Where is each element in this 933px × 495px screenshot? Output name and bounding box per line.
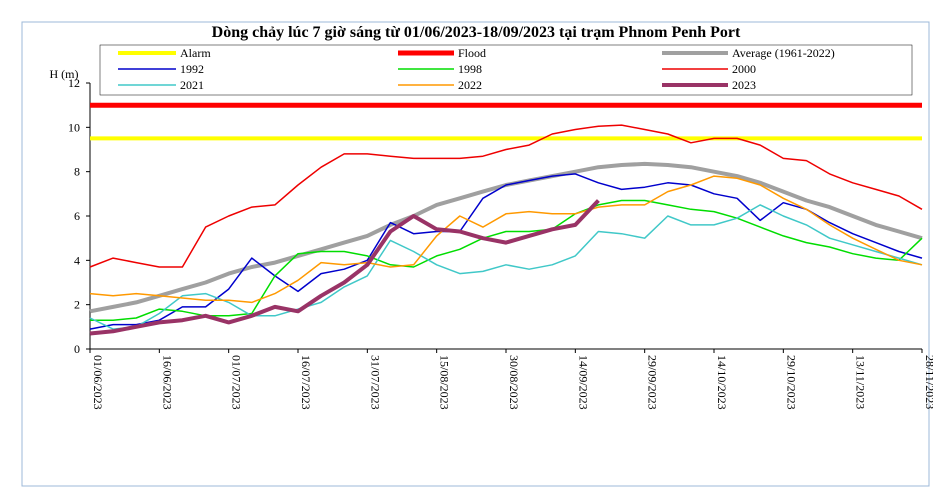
y-tick-label: 8 [74, 165, 80, 179]
y-tick-label: 6 [74, 209, 80, 223]
x-tick-label: 13/11/2023 [854, 355, 868, 409]
legend-label: Flood [458, 46, 486, 60]
legend-label: 2021 [180, 78, 204, 92]
x-tick-label: 15/08/2023 [438, 355, 452, 410]
x-tick-label: 01/07/2023 [230, 355, 244, 410]
x-tick-label: 31/07/2023 [368, 355, 382, 410]
legend-label: Alarm [180, 46, 211, 60]
legend-label: 2000 [732, 62, 756, 76]
series-line [89, 199, 600, 336]
x-tick-label: 01/06/2023 [91, 355, 105, 410]
series-line [89, 173, 923, 330]
legend-label: 1992 [180, 62, 204, 76]
series-line [89, 175, 923, 304]
series-line [90, 199, 923, 321]
x-tick-label: 16/06/2023 [160, 355, 174, 410]
series-line [89, 204, 923, 330]
legend-label: Average (1961-2022) [732, 46, 835, 60]
legend-label: 2022 [458, 78, 482, 92]
x-tick-label: 14/10/2023 [715, 355, 729, 410]
x-tick-label: 29/09/2023 [646, 355, 660, 410]
legend-label: 2023 [732, 78, 756, 92]
y-tick-label: 10 [68, 120, 80, 134]
chart-title: Dòng chảy lúc 7 giờ sáng từ 01/06/2023-1… [212, 24, 741, 41]
x-tick-label: 30/08/2023 [507, 355, 521, 410]
series-line [89, 124, 923, 268]
x-tick-label: 28/11/2023 [923, 355, 933, 409]
x-tick-label: 16/07/2023 [299, 355, 313, 410]
y-axis-label: H (m) [50, 67, 79, 81]
legend-box [99, 44, 913, 96]
legend-label: 1998 [458, 62, 482, 76]
y-tick-label: 4 [74, 253, 80, 267]
y-tick-label: 2 [74, 298, 80, 312]
x-tick-label: 14/09/2023 [576, 355, 590, 410]
y-tick-label: 0 [74, 342, 80, 356]
x-tick-label: 29/10/2023 [784, 355, 798, 410]
chart-frame [21, 21, 930, 487]
y-tick-label: 12 [68, 76, 80, 90]
